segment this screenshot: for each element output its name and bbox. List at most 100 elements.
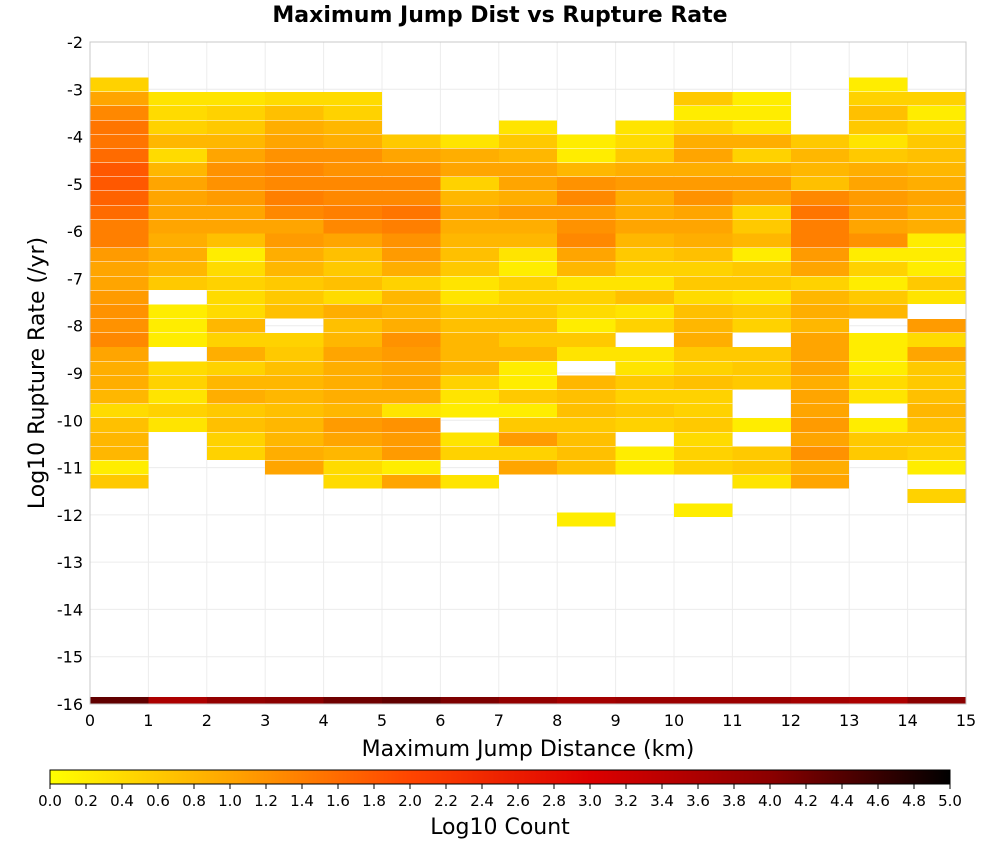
heatmap-cell	[674, 446, 733, 461]
heatmap-cell	[323, 460, 382, 475]
heatmap-cell	[265, 120, 324, 134]
heatmap-cell	[557, 318, 616, 333]
colorbar-tick-label: 3.8	[722, 792, 746, 810]
heatmap-cell	[557, 389, 616, 404]
heatmap-cell	[265, 460, 324, 475]
heatmap-cell	[498, 191, 558, 205]
heatmap-cell	[732, 697, 791, 704]
heatmap-cell	[440, 162, 499, 177]
x-tick-label: 10	[664, 711, 684, 730]
heatmap-cell	[790, 333, 850, 347]
heatmap-cell	[440, 177, 499, 191]
heatmap-cell	[790, 375, 850, 390]
heatmap-cell	[206, 446, 266, 461]
heatmap-cell	[206, 361, 266, 376]
heatmap-cell	[498, 134, 558, 149]
heatmap-cell	[440, 697, 499, 704]
heatmap-cell	[557, 148, 616, 163]
heatmap-cell	[148, 191, 207, 205]
heatmap-cell	[907, 418, 966, 432]
heatmap-cell	[206, 134, 266, 149]
heatmap-cell	[557, 347, 616, 361]
y-tick-label: -11	[57, 459, 83, 478]
heatmap-cell	[849, 247, 908, 262]
heatmap-cell	[615, 162, 674, 177]
heatmap-cell	[557, 134, 616, 149]
heatmap-cell	[90, 290, 149, 305]
heatmap-cell	[382, 177, 441, 191]
heatmap-cell	[849, 233, 908, 248]
heatmap-cell	[265, 418, 324, 432]
colorbar-tick-label: 2.2	[434, 792, 458, 810]
heatmap-cell	[265, 134, 324, 149]
heatmap-cell	[557, 375, 616, 390]
heatmap-cell	[148, 91, 207, 106]
heatmap-cell	[498, 460, 558, 475]
y-tick-label: -16	[57, 695, 83, 714]
heatmap-cell	[615, 290, 674, 305]
heatmap-cell	[790, 318, 850, 333]
heatmap-cell	[148, 333, 207, 347]
heatmap-cell	[790, 162, 850, 177]
heatmap-cell	[323, 91, 382, 106]
heatmap-cell	[440, 333, 499, 347]
heatmap-cell	[206, 262, 266, 276]
heatmap-cell	[206, 697, 266, 704]
heatmap-cell	[440, 361, 499, 376]
heatmap-cell	[265, 91, 324, 106]
chart-title: Maximum Jump Dist vs Rupture Rate	[272, 3, 727, 28]
y-tick-label: -3	[67, 80, 83, 99]
heatmap-cell	[907, 91, 966, 106]
heatmap-cell	[732, 361, 791, 376]
heatmap-cell	[148, 134, 207, 149]
heatmap-cell	[615, 460, 674, 475]
heatmap-cell	[323, 697, 382, 704]
heatmap-cell	[674, 177, 733, 191]
heatmap-cell	[323, 333, 382, 347]
heatmap-cell	[323, 134, 382, 149]
heatmap-cell	[440, 304, 499, 319]
x-tick-label: 0	[85, 711, 95, 730]
x-axis-ticks: 0 1 2 3 4 5 6 7 8 9 10 11 12 13 14 15	[85, 711, 976, 730]
colorbar-tick-label: 2.4	[470, 792, 494, 810]
heatmap-cell	[265, 177, 324, 191]
heatmap-cell	[907, 205, 966, 220]
heatmap-cell	[674, 91, 733, 106]
y-tick-label: -13	[57, 553, 83, 572]
heatmap-cell	[323, 177, 382, 191]
heatmap-cell	[206, 389, 266, 404]
heatmap-cell	[382, 347, 441, 361]
heatmap-cell	[148, 318, 207, 333]
y-tick-label: -4	[67, 128, 83, 147]
heatmap-cell	[615, 134, 674, 149]
heatmap-cell	[206, 91, 266, 106]
y-tick-label: -10	[57, 411, 83, 430]
heatmap-cell	[732, 91, 791, 106]
y-axis-label: Log10 Rupture Rate (/yr)	[25, 237, 50, 509]
heatmap-cell	[615, 361, 674, 376]
heatmap-cell	[557, 205, 616, 220]
heatmap-cell	[323, 375, 382, 390]
heatmap-cell	[206, 106, 266, 120]
heatmap-cell	[206, 418, 266, 432]
heatmap-cell	[148, 375, 207, 390]
heatmap-cell	[674, 403, 733, 418]
heatmap-cell	[382, 333, 441, 347]
heatmap-cell	[674, 205, 733, 220]
heatmap-cell	[907, 148, 966, 163]
x-tick-label: 13	[839, 711, 859, 730]
heatmap-cell	[265, 162, 324, 177]
heatmap-cell	[557, 191, 616, 205]
heatmap-cell	[732, 304, 791, 319]
heatmap-cell	[674, 162, 733, 177]
y-tick-label: -7	[67, 269, 83, 288]
heatmap-cell	[907, 106, 966, 120]
heatmap-cell	[323, 120, 382, 134]
colorbar-tick-label: 1.2	[254, 792, 278, 810]
y-tick-label: -14	[57, 600, 83, 619]
heatmap-cell	[732, 418, 791, 432]
heatmap-cell	[265, 304, 324, 319]
y-tick-label: -9	[67, 364, 83, 383]
heatmap-cell	[323, 106, 382, 120]
heatmap-cell	[265, 403, 324, 418]
